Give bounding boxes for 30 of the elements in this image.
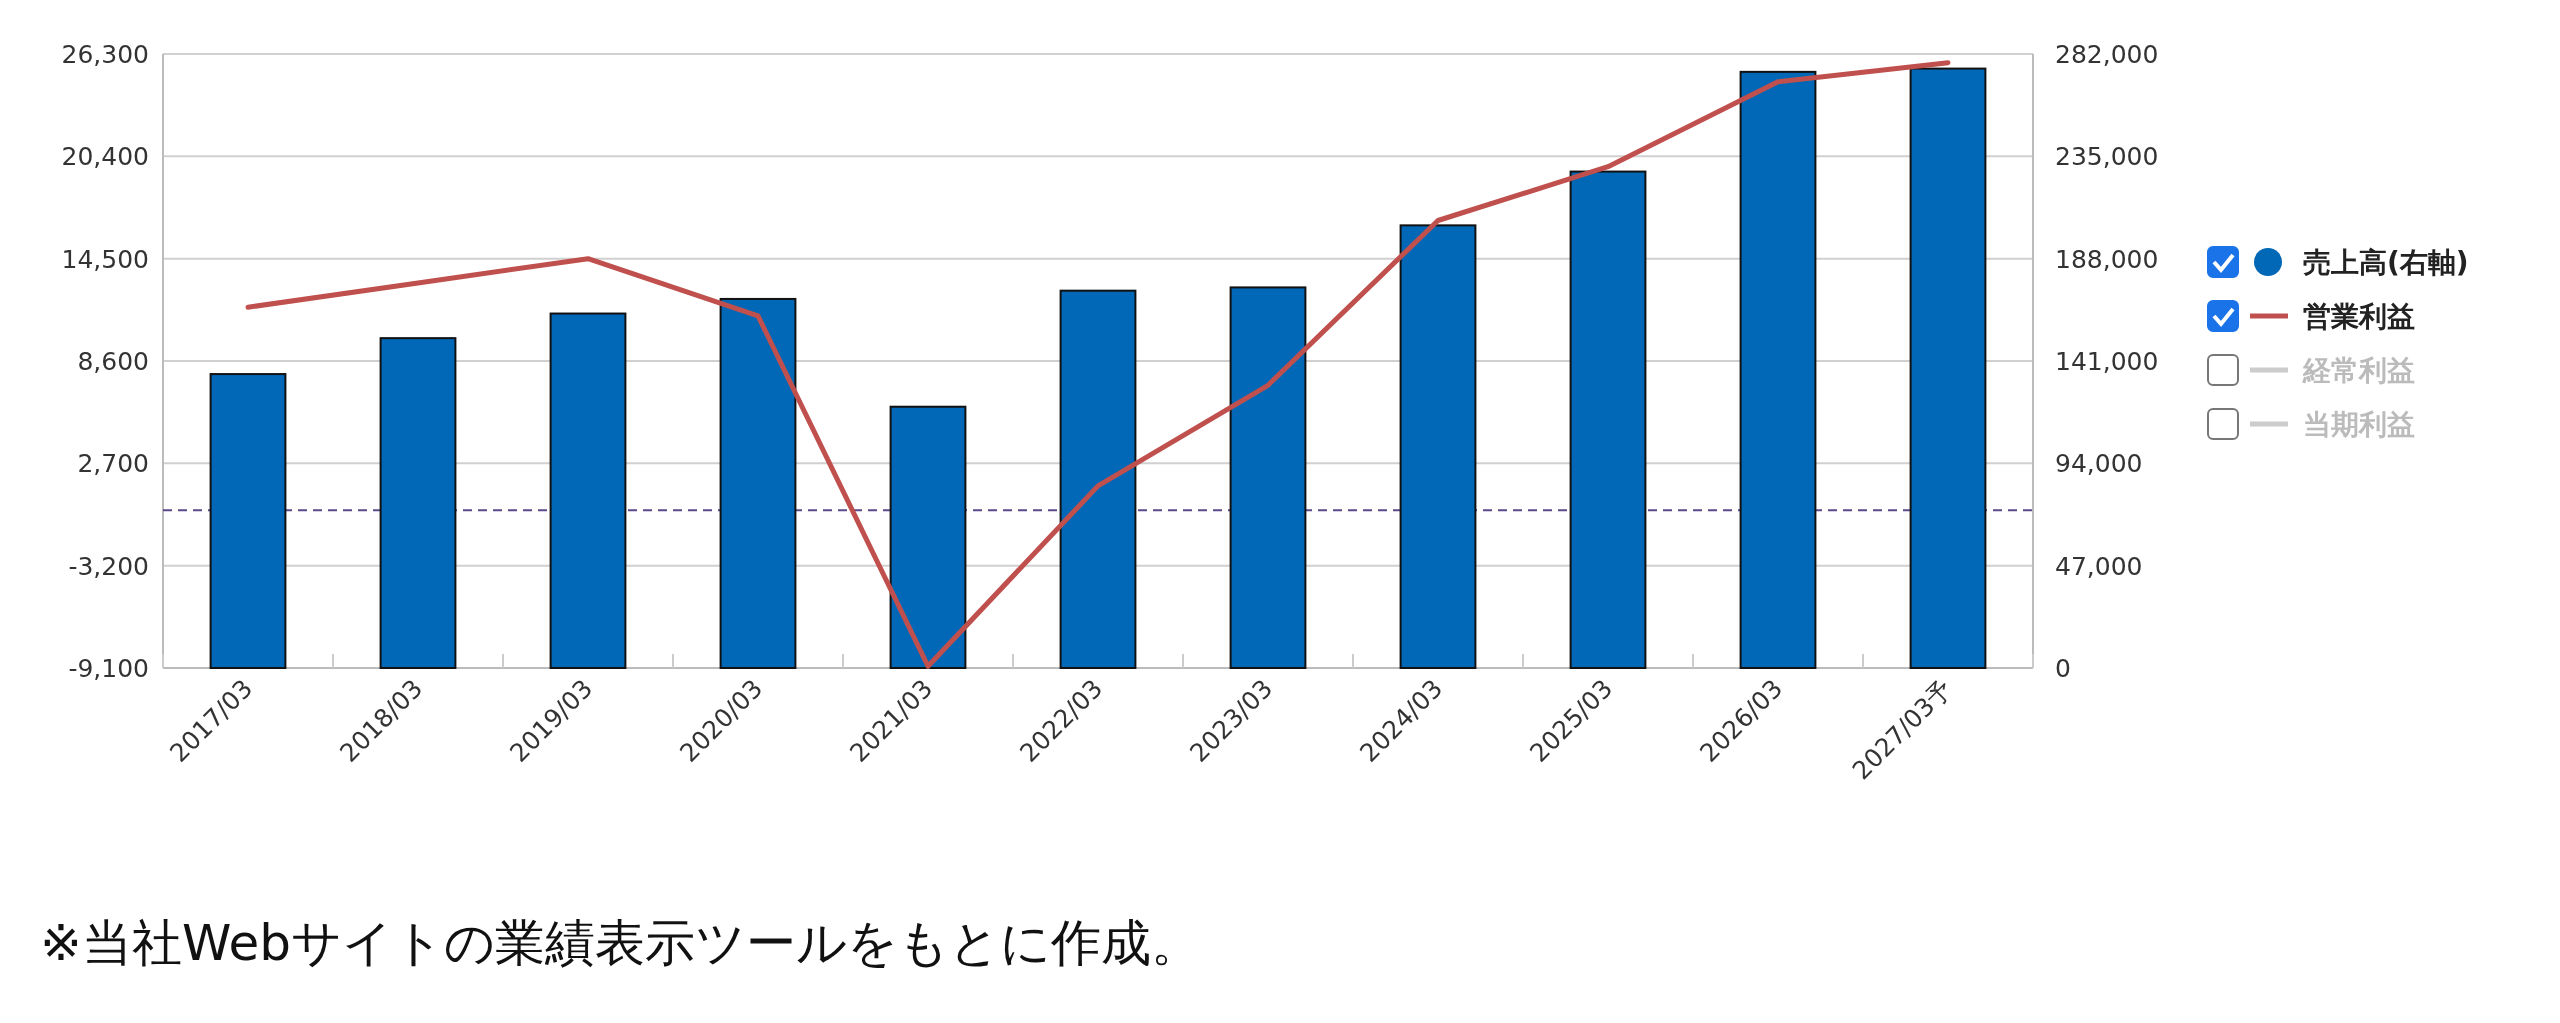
y2-tick-label: 0 [2055, 654, 2071, 683]
y-tick-label: 8,600 [77, 347, 149, 376]
bar [719, 297, 797, 669]
text: ※当社Webサイトの業績表示ツールをもとに作成。 [40, 914, 1201, 972]
y-tick-label: -9,100 [68, 654, 149, 683]
y2-tick-label: 188,000 [2055, 244, 2159, 274]
y2-tick-label: 235,000 [2055, 142, 2159, 172]
legend-label: 売上高(右軸) [2303, 246, 2469, 279]
legend-label: 当期利益 [2303, 408, 2415, 441]
y-tick-label: 2,700 [77, 449, 149, 479]
bar [889, 405, 967, 669]
y2-tick-label: 47,000 [2055, 551, 2143, 581]
bar [209, 373, 287, 669]
bar [1399, 224, 1477, 669]
y2-tick-label: 282,000 [2055, 40, 2159, 69]
y-tick-label: 14,500 [61, 244, 149, 274]
legend-label: 営業利益 [2303, 300, 2415, 333]
y2-tick-label: 141,000 [2055, 347, 2159, 376]
legend-label: 経常利益 [2302, 354, 2415, 387]
y-tick-label: 20,400 [61, 142, 149, 172]
bar [1909, 67, 1987, 669]
y-tick-label: 26,300 [61, 40, 149, 69]
bar [1229, 286, 1307, 669]
bar [379, 337, 457, 669]
y2-tick-label: 94,000 [2055, 449, 2143, 479]
bar [549, 312, 627, 669]
bar [1059, 289, 1137, 669]
bar [1739, 70, 1817, 669]
bar [1569, 170, 1647, 669]
y-tick-label: -3,200 [68, 551, 149, 581]
